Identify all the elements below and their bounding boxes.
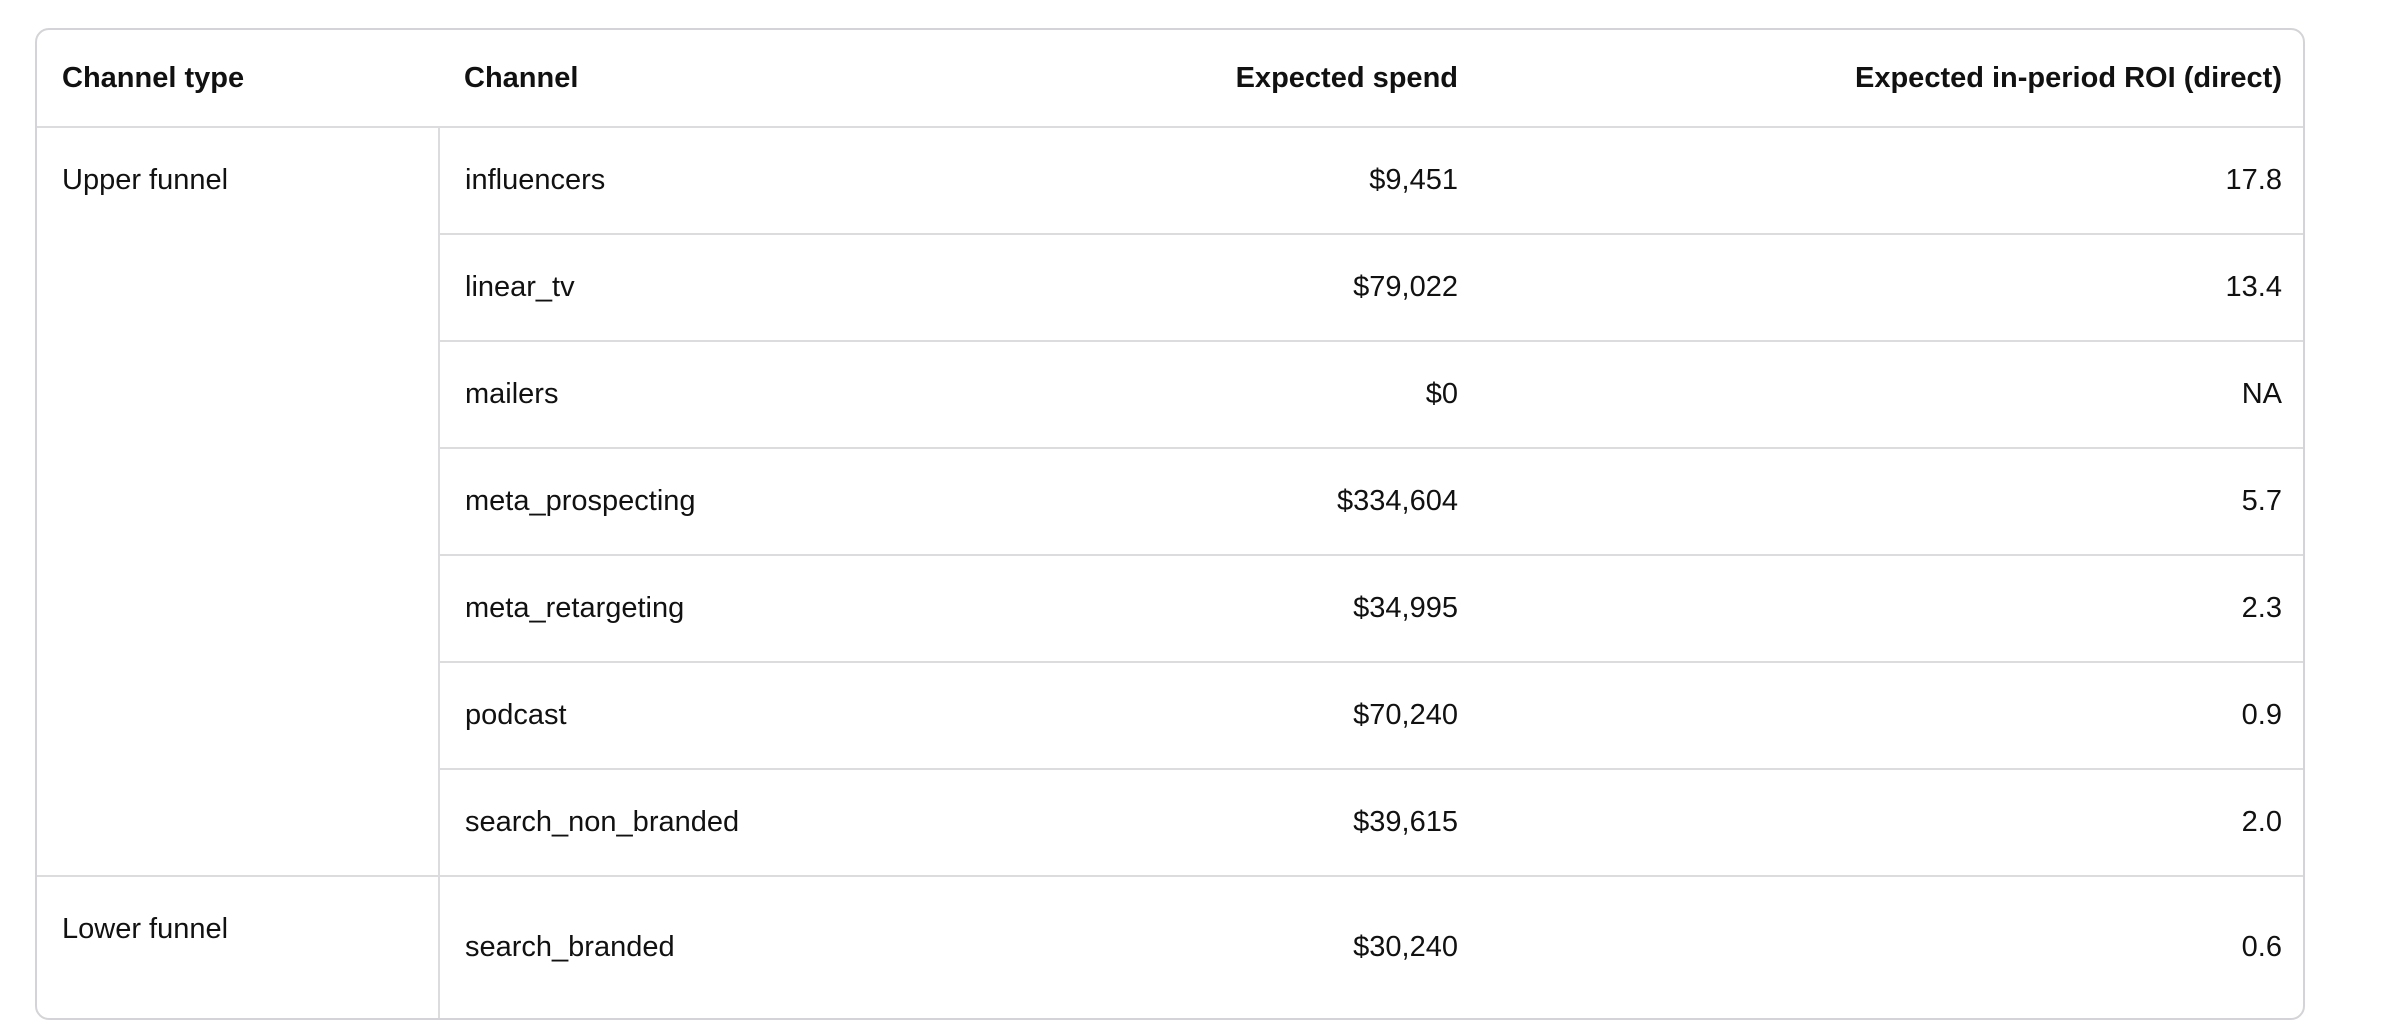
roi-cell: NA [1483, 340, 2303, 448]
channel-type-cell: Lower funnel [37, 875, 440, 1018]
table-card: Channel type Channel Expected spend Expecte… [35, 28, 2305, 1020]
table: Channel type Channel Expected spend Expecte… [37, 30, 2303, 1018]
channel-cell: influencers [465, 164, 606, 196]
channel-cell: podcast [439, 661, 1082, 769]
column-header: Channel type [37, 30, 439, 128]
table-row: meta_retargeting $34,995 2.3 [37, 554, 2303, 662]
table-row: search_non_branded $39,615 2.0 [37, 768, 2303, 876]
table-body: Upper funnel influencers $9,451 17.8 linear_… [37, 127, 2303, 1018]
spend-cell: $70,240 [1082, 661, 1483, 769]
channel-type-cell: Upper funnel [37, 127, 440, 876]
roi-cell: 2.0 [1483, 768, 2303, 876]
roi-cell: 5.7 [1483, 447, 2303, 555]
spend-cell: $30,240 [1082, 875, 1483, 1018]
roi-cell: 0.9 [1483, 661, 2303, 769]
table-row: Lower funnel search_branded $30,240 0.6 [37, 875, 2303, 1018]
channel-cell: search_non_branded [439, 768, 1082, 876]
spend-cell: $34,995 [1082, 554, 1483, 662]
table-row: podcast $70,240 0.9 [37, 661, 2303, 769]
spend-cell: $9,451 [1369, 164, 1458, 196]
column-header: Expected spend [1082, 30, 1483, 128]
roi-cell: 17.8 [2225, 164, 2282, 196]
spend-cell: $334,604 [1082, 447, 1483, 555]
roi-cell: 0.6 [1483, 875, 2303, 1018]
channel-cell: meta_prospecting [439, 447, 1082, 555]
table-row: linear_tv $79,022 13.4 [37, 233, 2303, 341]
column-header: Channel [439, 30, 1082, 128]
table-row: mailers $0 NA [37, 340, 2303, 448]
column-header: Expected in-period ROI (direct) [1483, 30, 2303, 128]
header-row: Channel type Channel Expected spend Expecte… [37, 30, 2303, 128]
roi-cell: 2.3 [1483, 554, 2303, 662]
channel-cell: linear_tv [439, 233, 1082, 341]
channel-cell: search_branded [439, 875, 1082, 1018]
table-row: meta_prospecting $334,604 5.7 [37, 447, 2303, 555]
spend-cell: $39,615 [1082, 768, 1483, 876]
channel-cell: mailers [439, 340, 1082, 448]
roi-cell: 13.4 [1483, 233, 2303, 341]
page: Channel type Channel Expected spend Expecte… [35, 28, 2305, 1020]
spend-cell: $79,022 [1082, 233, 1483, 341]
channel-cell: meta_retargeting [439, 554, 1082, 662]
table-row: Upper funnel influencers $9,451 17.8 [37, 127, 2303, 876]
spend-cell: $0 [1082, 340, 1483, 448]
